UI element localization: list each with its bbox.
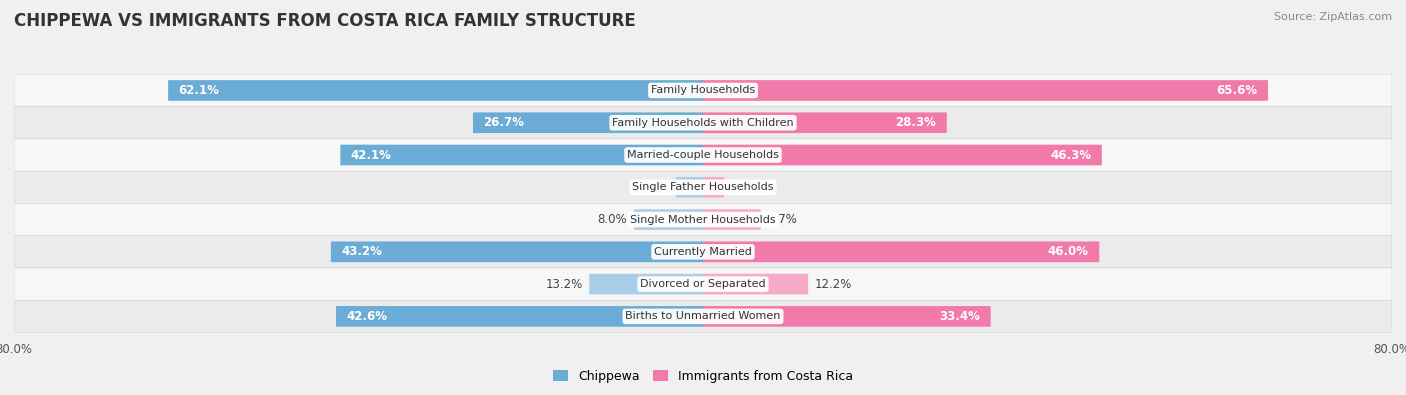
FancyBboxPatch shape [703, 80, 1268, 101]
FancyBboxPatch shape [14, 139, 1392, 171]
FancyBboxPatch shape [14, 107, 1392, 139]
FancyBboxPatch shape [634, 209, 703, 230]
Text: 42.1%: 42.1% [350, 149, 392, 162]
FancyBboxPatch shape [703, 209, 761, 230]
FancyBboxPatch shape [340, 145, 703, 166]
Text: 33.4%: 33.4% [939, 310, 980, 323]
Text: Source: ZipAtlas.com: Source: ZipAtlas.com [1274, 12, 1392, 22]
FancyBboxPatch shape [336, 306, 703, 327]
FancyBboxPatch shape [589, 274, 703, 294]
FancyBboxPatch shape [703, 177, 724, 198]
FancyBboxPatch shape [330, 241, 703, 262]
Text: Married-couple Households: Married-couple Households [627, 150, 779, 160]
FancyBboxPatch shape [703, 241, 1099, 262]
Text: Single Mother Households: Single Mother Households [630, 214, 776, 225]
Text: 43.2%: 43.2% [342, 245, 382, 258]
Text: 2.4%: 2.4% [731, 181, 761, 194]
Text: 3.1%: 3.1% [640, 181, 669, 194]
Text: 12.2%: 12.2% [815, 278, 852, 291]
Text: 28.3%: 28.3% [896, 116, 936, 129]
Text: 62.1%: 62.1% [179, 84, 219, 97]
FancyBboxPatch shape [14, 268, 1392, 300]
FancyBboxPatch shape [472, 113, 703, 133]
Legend: Chippewa, Immigrants from Costa Rica: Chippewa, Immigrants from Costa Rica [548, 365, 858, 388]
Text: 26.7%: 26.7% [484, 116, 524, 129]
Text: Family Households: Family Households [651, 85, 755, 96]
Text: Family Households with Children: Family Households with Children [612, 118, 794, 128]
Text: 65.6%: 65.6% [1216, 84, 1257, 97]
FancyBboxPatch shape [14, 300, 1392, 333]
Text: CHIPPEWA VS IMMIGRANTS FROM COSTA RICA FAMILY STRUCTURE: CHIPPEWA VS IMMIGRANTS FROM COSTA RICA F… [14, 12, 636, 30]
FancyBboxPatch shape [703, 113, 946, 133]
FancyBboxPatch shape [14, 74, 1392, 107]
FancyBboxPatch shape [703, 145, 1102, 166]
FancyBboxPatch shape [703, 274, 808, 294]
Text: 13.2%: 13.2% [546, 278, 582, 291]
Text: 46.3%: 46.3% [1050, 149, 1091, 162]
Text: Currently Married: Currently Married [654, 247, 752, 257]
Text: 8.0%: 8.0% [598, 213, 627, 226]
Text: Divorced or Separated: Divorced or Separated [640, 279, 766, 289]
FancyBboxPatch shape [703, 306, 991, 327]
FancyBboxPatch shape [676, 177, 703, 198]
FancyBboxPatch shape [169, 80, 703, 101]
Text: Births to Unmarried Women: Births to Unmarried Women [626, 311, 780, 322]
Text: Single Father Households: Single Father Households [633, 182, 773, 192]
Text: 6.7%: 6.7% [768, 213, 797, 226]
Text: 46.0%: 46.0% [1047, 245, 1088, 258]
FancyBboxPatch shape [14, 236, 1392, 268]
FancyBboxPatch shape [14, 203, 1392, 236]
FancyBboxPatch shape [14, 171, 1392, 203]
Text: 42.6%: 42.6% [346, 310, 388, 323]
